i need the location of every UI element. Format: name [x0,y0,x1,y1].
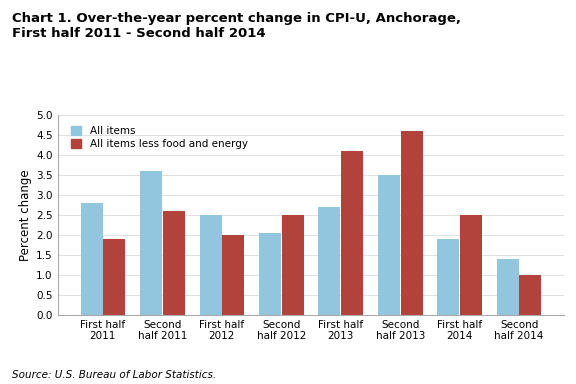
Bar [341,151,363,315]
Bar [460,215,482,315]
Bar [140,171,162,315]
Text: Source: U.S. Bureau of Labor Statistics.: Source: U.S. Bureau of Labor Statistics. [12,370,215,380]
Bar [81,203,103,315]
Y-axis label: Percent change: Percent change [19,169,32,261]
Bar [400,131,423,315]
Bar [103,239,125,315]
Bar [199,215,222,315]
Bar [497,259,519,315]
Legend: All items, All items less food and energy: All items, All items less food and energ… [68,122,251,152]
Bar [437,239,460,315]
Bar [319,207,340,315]
Bar [259,233,281,315]
Bar [282,215,304,315]
Bar [162,211,185,315]
Bar [378,175,400,315]
Bar [520,275,541,315]
Bar [222,235,244,315]
Text: Chart 1. Over-the-year percent change in CPI-U, Anchorage,
First half 2011 - Sec: Chart 1. Over-the-year percent change in… [12,12,461,40]
